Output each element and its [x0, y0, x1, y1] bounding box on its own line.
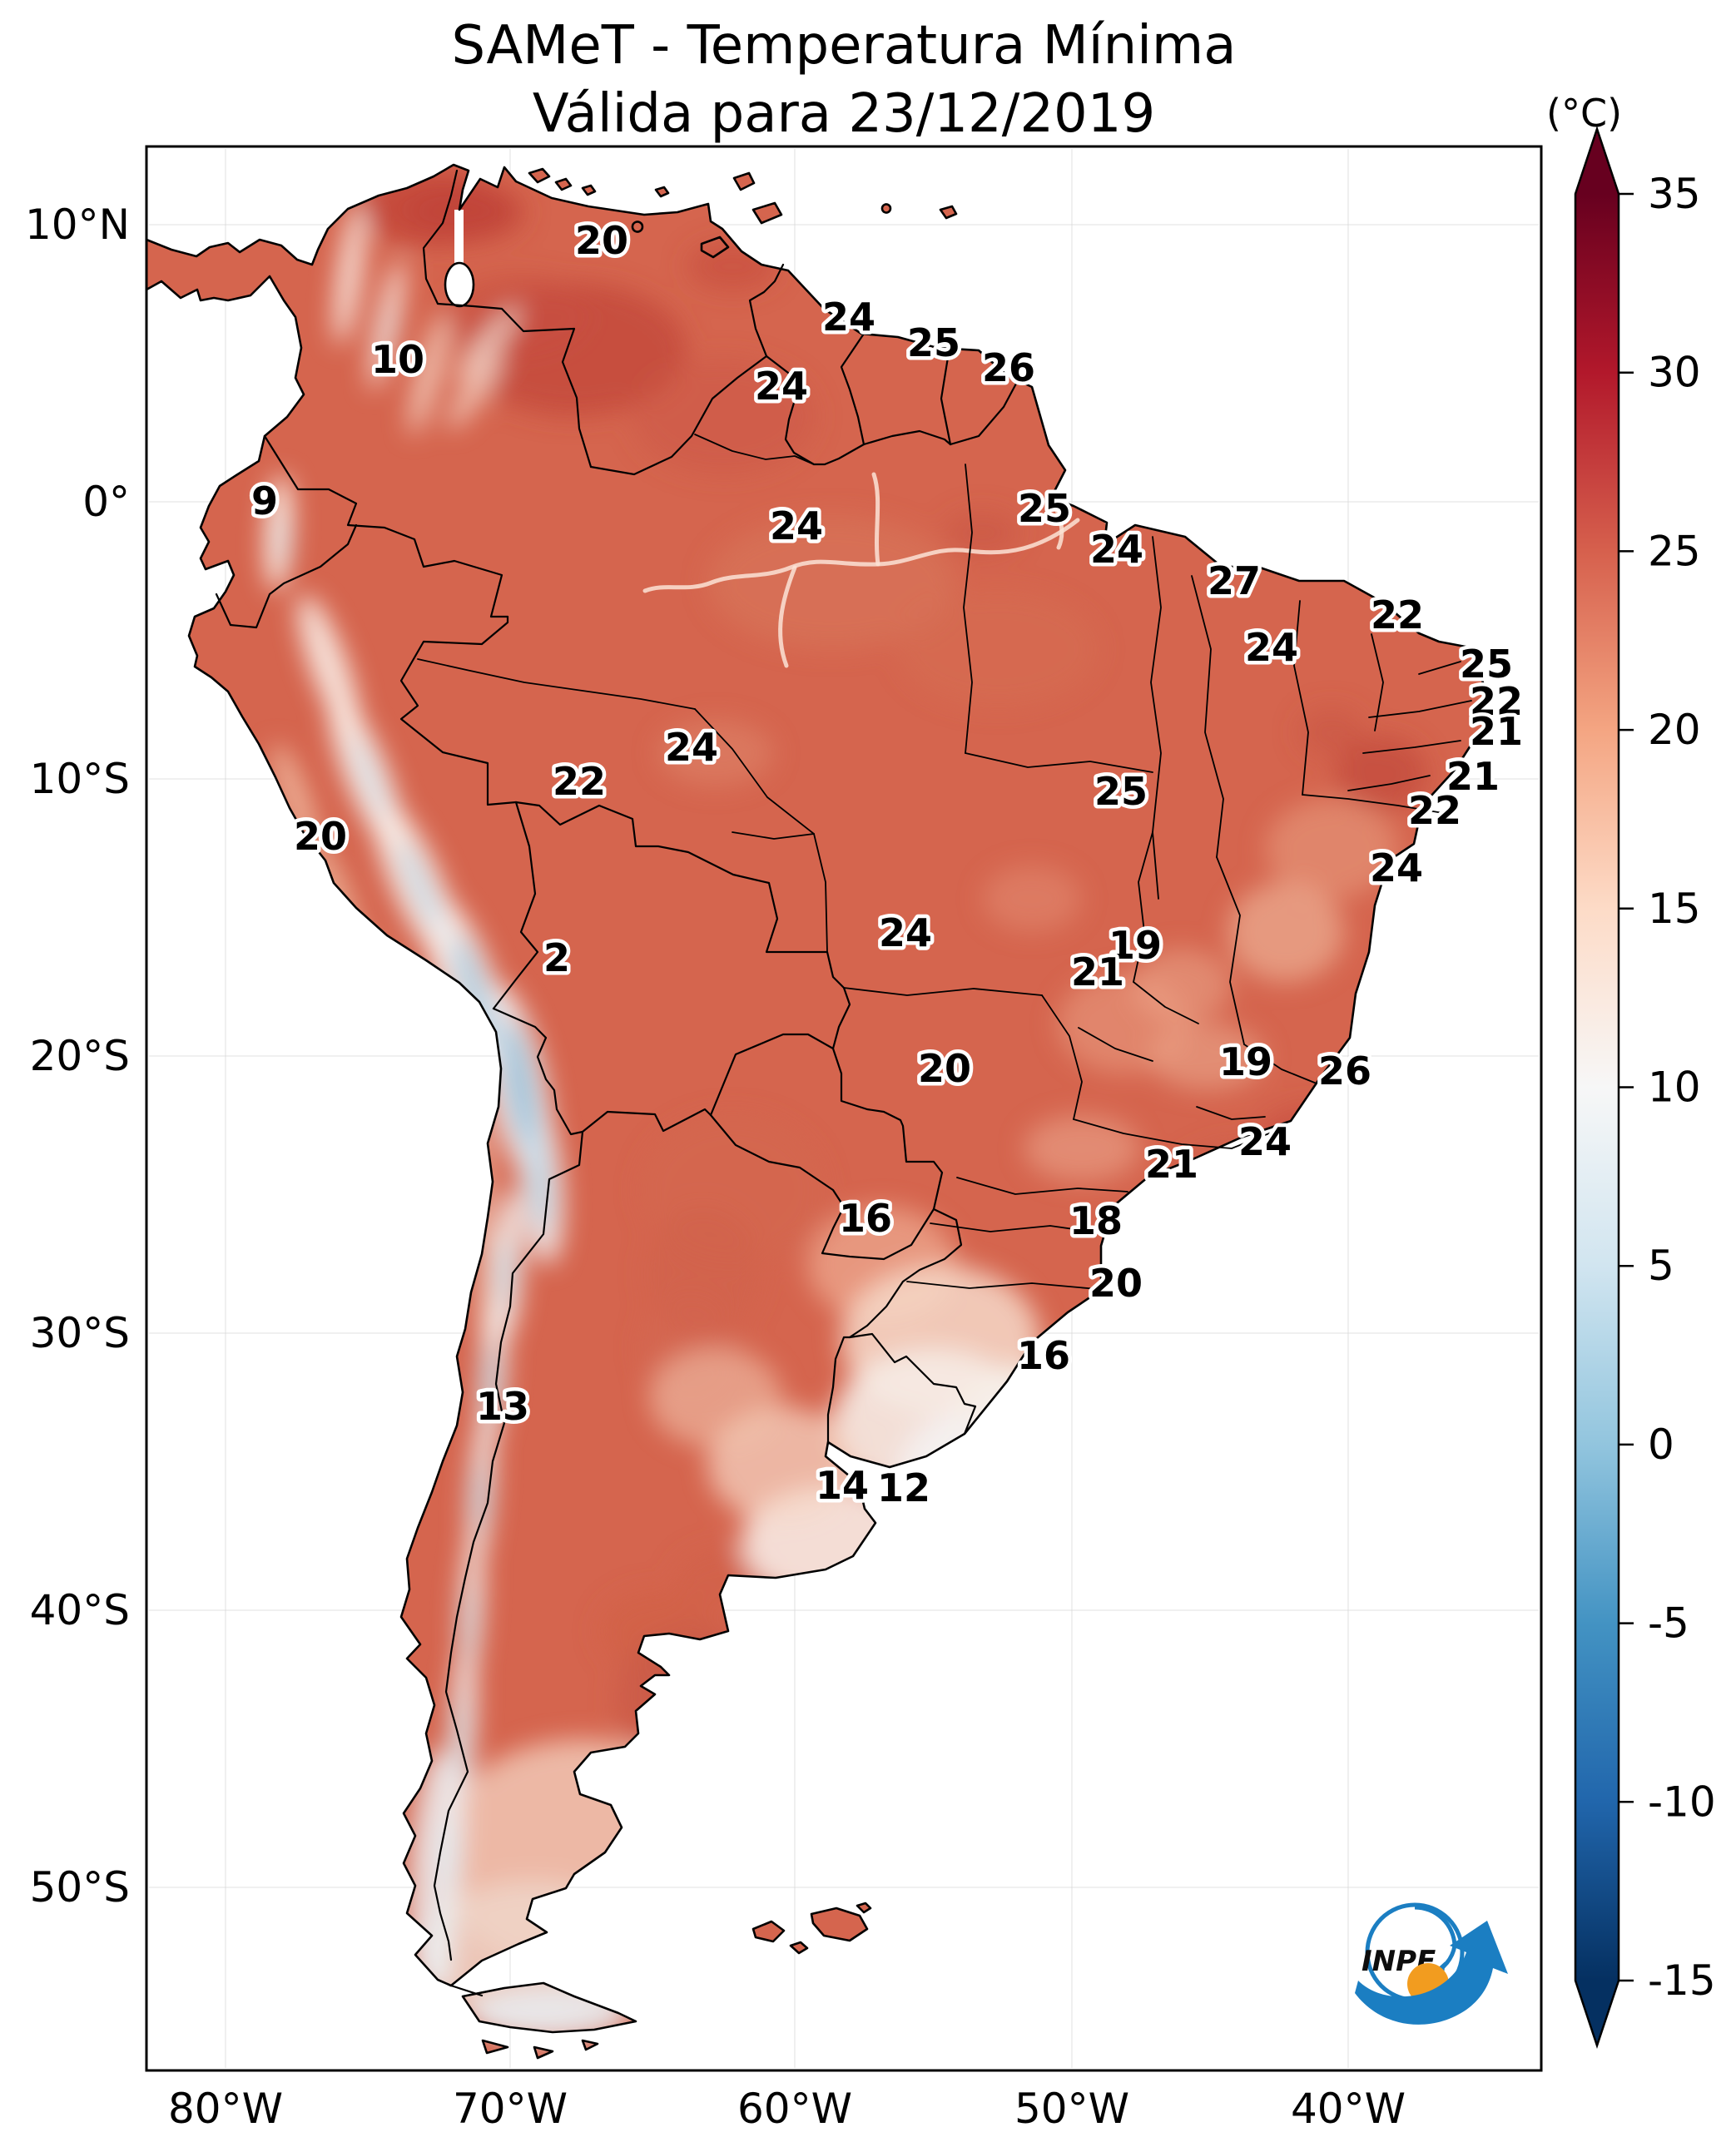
- coastlines: [145, 163, 1488, 2060]
- colorbar-tick-label: 5: [1648, 1242, 1674, 1290]
- lon-tick-label: 40°W: [1291, 2085, 1406, 2133]
- temperature-label: 22: [1371, 593, 1424, 637]
- temperature-label: 21: [1446, 754, 1500, 799]
- title-line-1: SAMeT - Temperatura Mínima: [451, 15, 1237, 77]
- colorbar-tick-label: 35: [1648, 170, 1701, 218]
- temperature-label: 26: [982, 345, 1035, 390]
- temperature-label: 25: [1094, 769, 1148, 814]
- colorbar-tick-label: -5: [1648, 1599, 1689, 1648]
- colorbar-tick-label: 30: [1648, 349, 1701, 397]
- temperature-label: 25: [1018, 486, 1071, 531]
- state-borders: [417, 434, 1472, 1290]
- temperature-label: 24: [755, 364, 808, 409]
- title-line-2: Válida para 23/12/2019: [532, 83, 1156, 145]
- temperature-label: 22: [1470, 679, 1523, 724]
- temperature-label: 20: [294, 814, 347, 859]
- map-frame: [145, 145, 1543, 2072]
- temperature-label: 13: [476, 1384, 529, 1429]
- temperature-label: 20: [575, 218, 628, 263]
- temperature-label: 19: [1109, 923, 1162, 968]
- colorbar-unit-label: (°C): [1546, 91, 1622, 136]
- colorbar-gradient: [1575, 194, 1619, 1981]
- longitude-axis: 80°W 70°W 60°W 50°W 40°W: [168, 2085, 1406, 2133]
- lat-tick-label: 0°: [82, 478, 130, 526]
- figure-title: SAMeT - Temperatura Mínima Válida para 2…: [146, 12, 1541, 148]
- colorbar-ticks: 35 30 25 20 15 10 5 0 -5 -10 -15: [1619, 170, 1716, 2005]
- temperature-label: 9: [251, 478, 278, 523]
- temperature-label: 24: [879, 910, 932, 955]
- lon-tick-label: 60°W: [737, 2085, 852, 2133]
- colorbar-under-arrow: [1575, 1981, 1619, 2045]
- lon-tick-label: 70°W: [453, 2085, 568, 2133]
- temperature-label: 14: [816, 1463, 869, 1508]
- temperature-label: 20: [1089, 1261, 1143, 1306]
- colorbar-tick-label: 10: [1648, 1064, 1701, 1112]
- colorbar-tick-label: 15: [1648, 885, 1701, 933]
- lake-maracaibo-outline: [444, 261, 475, 308]
- temperature-label: 21: [1470, 709, 1523, 754]
- colorbar: 35 30 25 20 15 10 5 0 -5 -10 -15 (°C): [1546, 91, 1716, 2049]
- temperature-label: 16: [1017, 1333, 1070, 1378]
- temperature-label: 24: [1245, 625, 1298, 670]
- temperature-label: 24: [770, 503, 823, 548]
- temperature-label: 27: [1208, 558, 1261, 603]
- lat-tick-label: 20°S: [30, 1032, 130, 1080]
- lon-tick-label: 50°W: [1014, 2085, 1129, 2133]
- temperature-label: 26: [1318, 1049, 1371, 1093]
- temperature-label: 10: [371, 337, 424, 382]
- temperature-field: [146, 165, 1486, 2058]
- lat-tick-label: 10°S: [30, 755, 130, 803]
- temperature-label: 24: [822, 295, 875, 340]
- inpe-logo: INPE: [1355, 1902, 1508, 2025]
- temperature-label: 19: [1219, 1039, 1272, 1084]
- temperature-label: 25: [1460, 642, 1513, 687]
- colorbar-tick-label: -15: [1648, 1956, 1716, 2005]
- temperature-label: 2: [543, 935, 570, 980]
- logo-big-arrow: [1355, 1921, 1508, 2025]
- temperature-label: 22: [553, 759, 606, 804]
- lat-tick-label: 10°N: [25, 201, 130, 249]
- temperature-label: 24: [1370, 845, 1423, 890]
- temperature-label: 20: [918, 1046, 971, 1091]
- colorbar-tick-label: 25: [1648, 527, 1701, 575]
- temperature-label: 21: [1071, 950, 1124, 994]
- maracaibo-gulf-channel: [454, 210, 464, 289]
- amazon-tributaries: [778, 472, 880, 668]
- temperature-label: 21: [1145, 1142, 1198, 1187]
- latitude-axis: 10°N 0° 10°S 20°S 30°S 40°S 50°S: [25, 201, 130, 1912]
- colorbar-over-arrow: [1575, 129, 1619, 194]
- temperature-label: 22: [1408, 788, 1461, 833]
- temperature-label: 24: [1090, 527, 1143, 572]
- temperature-label: 24: [1238, 1119, 1292, 1164]
- colorbar-tick-label: 0: [1648, 1421, 1674, 1469]
- colorbar-tick-label: -10: [1648, 1778, 1716, 1826]
- lat-tick-label: 40°S: [30, 1586, 130, 1634]
- lon-tick-label: 80°W: [168, 2085, 283, 2133]
- temperature-label: 18: [1069, 1198, 1123, 1243]
- temperature-label: 16: [839, 1196, 892, 1241]
- temperature-label: 12: [877, 1465, 930, 1510]
- temperature-label: 25: [907, 320, 960, 365]
- country-borders: [215, 169, 1018, 1998]
- amazon-river: [642, 518, 1080, 593]
- temperature-label: 24: [665, 725, 718, 770]
- colorbar-tick-label: 20: [1648, 706, 1701, 754]
- lat-tick-label: 30°S: [30, 1309, 130, 1357]
- lat-tick-label: 50°S: [30, 1863, 130, 1912]
